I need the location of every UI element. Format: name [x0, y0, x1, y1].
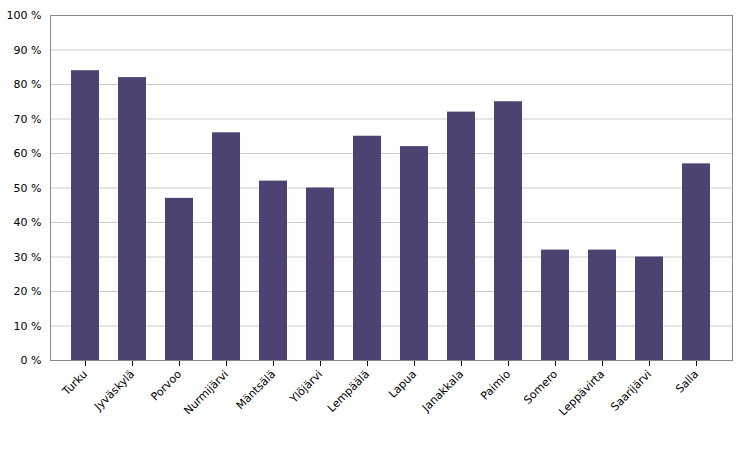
svg-text:Nurmijärvi: Nurmijärvi	[181, 368, 231, 418]
svg-text:20 %: 20 %	[14, 285, 42, 298]
svg-text:Janakkala: Janakkala	[419, 368, 466, 415]
svg-text:60 %: 60 %	[14, 147, 42, 160]
svg-text:70 %: 70 %	[14, 113, 42, 126]
svg-text:100 %: 100 %	[7, 9, 42, 22]
svg-text:Somero: Somero	[521, 368, 560, 407]
svg-text:30 %: 30 %	[14, 251, 42, 264]
svg-text:10 %: 10 %	[14, 320, 42, 333]
svg-text:40 %: 40 %	[14, 216, 42, 229]
svg-text:Paimio: Paimio	[478, 368, 513, 403]
svg-text:Mäntsälä: Mäntsälä	[234, 368, 278, 412]
svg-text:Leppävirta: Leppävirta	[557, 368, 608, 419]
svg-text:0 %: 0 %	[21, 354, 42, 367]
svg-text:Saarijärvi: Saarijärvi	[608, 368, 654, 414]
svg-text:50 %: 50 %	[14, 182, 42, 195]
svg-text:Jyväskylä: Jyväskylä	[91, 368, 137, 414]
svg-text:90 %: 90 %	[14, 44, 42, 57]
svg-text:Salla: Salla	[673, 368, 701, 396]
svg-text:Lempäälä: Lempäälä	[325, 368, 372, 415]
svg-text:Turku: Turku	[59, 368, 90, 399]
svg-text:Lapua: Lapua	[386, 368, 419, 401]
svg-text:Ylöjärvi: Ylöjärvi	[287, 368, 325, 406]
svg-text:Porvoo: Porvoo	[148, 368, 184, 404]
svg-text:80 %: 80 %	[14, 78, 42, 91]
